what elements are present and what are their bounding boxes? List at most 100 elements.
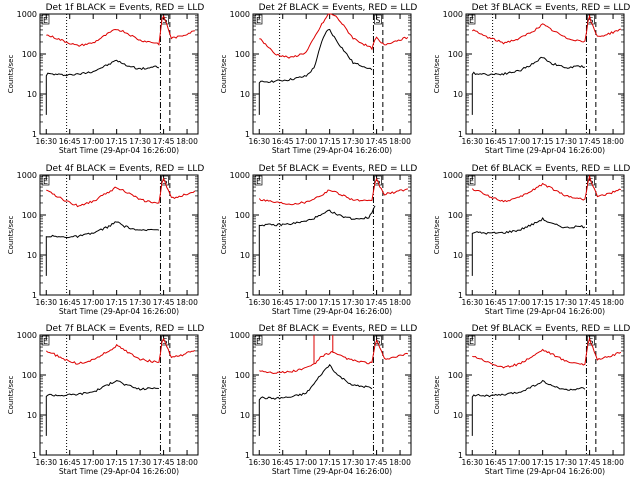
plot-frame [465, 13, 625, 135]
x-tick-label: 16:30 [35, 458, 57, 467]
corner-label: E [469, 16, 474, 25]
corner-box [587, 14, 595, 25]
y-tick-label: 10 [240, 411, 250, 420]
y-tick-label: 1000 [443, 171, 463, 180]
corner-box [467, 175, 476, 186]
x-tick-label: 18:00 [602, 137, 624, 146]
corner-box [254, 175, 263, 186]
y-tick-label: 100 [22, 211, 37, 220]
panel-title: Det 2f BLACK = Events, RED = LLD [259, 3, 418, 13]
corner-label: E [43, 16, 48, 25]
corner-box [587, 335, 595, 346]
panel-title: Det 3f BLACK = Events, RED = LLD [472, 3, 631, 13]
detector-panel: Det 1f BLACK = Events, RED = LLD 1 10 100 10… [7, 3, 204, 155]
x-tick-label: 17:30 [555, 137, 577, 146]
x-axis-label: Start Time (29-Apr-04 16:26:00) [272, 307, 392, 316]
x-tick-label: 17:45 [153, 137, 175, 146]
x-axis-label: Start Time (29-Apr-04 16:26:00) [485, 467, 605, 476]
x-tick-label: 17:00 [508, 458, 530, 467]
corner-box [374, 175, 382, 186]
x-tick-label: 17:00 [508, 137, 530, 146]
x-axis-label: Start Time (29-Apr-04 16:26:00) [59, 146, 179, 155]
x-tick-label: 17:45 [579, 298, 601, 307]
y-tick-label: 100 [448, 211, 463, 220]
x-axis-label: Start Time (29-Apr-04 16:26:00) [272, 146, 392, 155]
x-tick-label: 17:15 [532, 137, 554, 146]
x-tick-label: 18:00 [602, 298, 624, 307]
x-tick-label: 18:00 [176, 298, 198, 307]
x-tick-label: 17:30 [342, 458, 364, 467]
y-tick-label: 1 [245, 291, 250, 300]
x-tick-label: 16:45 [59, 458, 81, 467]
panel-title: Det 6f BLACK = Events, RED = LLD [472, 164, 631, 174]
corner-box [161, 175, 169, 186]
y-tick-label: 1000 [230, 10, 250, 19]
detector-panel: Det 2f BLACK = Events, RED = LLD 1 10 100 10… [220, 3, 417, 155]
x-tick-label: 17:30 [342, 137, 364, 146]
y-tick-label: 100 [448, 50, 463, 59]
y-tick-label: 1 [32, 291, 37, 300]
x-axis-label: Start Time (29-Apr-04 16:26:00) [485, 146, 605, 155]
x-tick-label: 17:30 [129, 298, 151, 307]
x-tick-label: 16:45 [485, 458, 507, 467]
x-tick-label: 17:45 [153, 298, 175, 307]
x-tick-label: 16:45 [272, 298, 294, 307]
x-tick-label: 17:45 [366, 137, 388, 146]
y-tick-label: 10 [453, 251, 463, 260]
y-tick-label: 100 [235, 371, 250, 380]
y-tick-label: 10 [453, 90, 463, 99]
panel-title: Det 5f BLACK = Events, RED = LLD [259, 164, 418, 174]
corner-label: S [588, 337, 593, 346]
corner-label: S [375, 16, 380, 25]
x-tick-label: 17:45 [153, 458, 175, 467]
detector-panel: Det 3f BLACK = Events, RED = LLD 1 10 100 10… [433, 3, 630, 155]
x-tick-label: 16:45 [272, 458, 294, 467]
detector-panel: Det 6f BLACK = Events, RED = LLD 1 10 100 10… [433, 164, 630, 316]
corner-box [467, 335, 476, 346]
series-lld-line [259, 335, 408, 375]
y-tick-label: 10 [240, 251, 250, 260]
detector-panel: Det 5f BLACK = Events, RED = LLD 1 10 100 10… [220, 164, 417, 316]
detector-panel: Det 9f BLACK = Events, RED = LLD 1 10 100 10… [433, 324, 630, 476]
corner-box [41, 14, 50, 25]
x-tick-label: 17:30 [129, 137, 151, 146]
y-tick-label: 1000 [17, 10, 37, 19]
detector-panel: Det 4f BLACK = Events, RED = LLD 1 10 100 10… [7, 164, 204, 316]
corner-box [254, 14, 263, 25]
x-tick-label: 17:15 [106, 137, 128, 146]
x-tick-label: 17:00 [295, 458, 317, 467]
panel-title: Det 7f BLACK = Events, RED = LLD [46, 324, 205, 334]
y-tick-label: 1 [245, 451, 250, 460]
x-tick-label: 16:45 [59, 298, 81, 307]
x-tick-label: 17:45 [579, 137, 601, 146]
corner-box [161, 14, 169, 25]
detector-panel: Det 8f BLACK = Events, RED = LLD 1 10 100 10… [220, 324, 417, 476]
y-tick-label: 100 [22, 50, 37, 59]
y-axis-label: Counts/sec [7, 55, 15, 94]
series-events-line [45, 59, 160, 115]
x-tick-label: 17:00 [82, 458, 104, 467]
y-tick-label: 100 [22, 371, 37, 380]
y-axis-label: Counts/sec [433, 216, 441, 255]
y-tick-label: 1 [458, 291, 463, 300]
panel-title: Det 1f BLACK = Events, RED = LLD [46, 3, 205, 13]
x-tick-label: 17:00 [295, 298, 317, 307]
series-events-line [471, 56, 585, 115]
series-events-line [471, 217, 586, 276]
y-tick-label: 1 [458, 451, 463, 460]
corner-label: E [256, 337, 261, 346]
corner-box [467, 14, 476, 25]
x-tick-label: 17:30 [342, 298, 364, 307]
corner-box [161, 335, 169, 346]
x-tick-label: 17:15 [106, 458, 128, 467]
x-tick-label: 18:00 [389, 137, 411, 146]
x-tick-label: 17:30 [555, 458, 577, 467]
corner-box [41, 175, 50, 186]
x-tick-label: 16:30 [461, 137, 483, 146]
series-events-line [258, 363, 373, 436]
series-events-line [45, 380, 159, 436]
series-events-line [258, 28, 373, 115]
series-lld-line [45, 337, 196, 365]
series-lld-line [46, 177, 196, 208]
y-tick-label: 1 [458, 130, 463, 139]
